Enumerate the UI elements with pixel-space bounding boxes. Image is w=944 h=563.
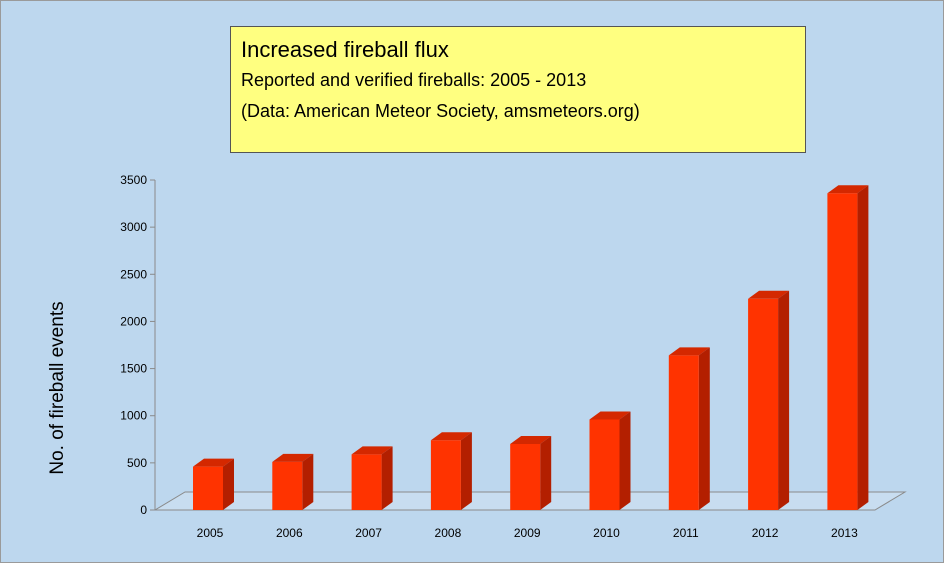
bar-side <box>540 436 552 510</box>
bar-side <box>302 453 314 510</box>
x-tick-label: 2010 <box>593 526 620 540</box>
bar <box>193 466 223 510</box>
y-tick-label: 2500 <box>120 267 147 281</box>
bar <box>351 454 382 510</box>
x-tick-label: 2012 <box>752 526 779 540</box>
y-tick-label: 2000 <box>120 314 147 328</box>
bar <box>668 355 699 510</box>
bar-top <box>748 290 790 299</box>
bar <box>430 440 461 510</box>
bar-top <box>272 453 314 462</box>
x-tick-label: 2006 <box>276 526 303 540</box>
bar-side <box>381 446 393 510</box>
bar-side <box>223 458 234 510</box>
y-tick-label: 500 <box>127 456 147 470</box>
chart-title-box: Increased fireball flux Reported and ver… <box>230 26 806 153</box>
y-tick-label: 3000 <box>120 220 147 234</box>
bar <box>510 444 541 510</box>
bar <box>589 419 620 510</box>
bar-top <box>193 458 234 467</box>
bar-side <box>619 411 631 510</box>
y-tick-label: 1000 <box>120 409 147 423</box>
x-tick-label: 2009 <box>514 526 541 540</box>
bar-top <box>430 432 472 441</box>
bar <box>827 193 858 510</box>
bar-side <box>778 290 790 510</box>
bar-top <box>589 411 631 420</box>
y-tick-label: 0 <box>140 503 147 517</box>
bar-side <box>857 185 869 510</box>
y-tick-label: 1500 <box>120 362 147 376</box>
chart-source-note: (Data: American Meteor Society, amsmeteo… <box>241 101 640 121</box>
x-tick-label: 2005 <box>197 526 224 540</box>
x-tick-label: 2007 <box>355 526 382 540</box>
bar-top <box>510 436 552 444</box>
x-tick-label: 2011 <box>673 526 699 540</box>
bar-side <box>698 347 710 510</box>
bar-top <box>668 347 710 356</box>
bar-side <box>460 432 472 510</box>
y-tick-label: 3500 <box>120 173 147 187</box>
chart-title: Increased fireball flux <box>241 37 449 62</box>
x-tick-label: 2008 <box>435 526 462 540</box>
bar-top <box>827 185 869 194</box>
bar <box>272 461 303 510</box>
bar-top <box>351 446 393 455</box>
chart-subtitle: Reported and verified fireballs: 2005 - … <box>241 70 587 90</box>
bar <box>748 298 779 510</box>
x-tick-label: 2013 <box>831 526 858 540</box>
